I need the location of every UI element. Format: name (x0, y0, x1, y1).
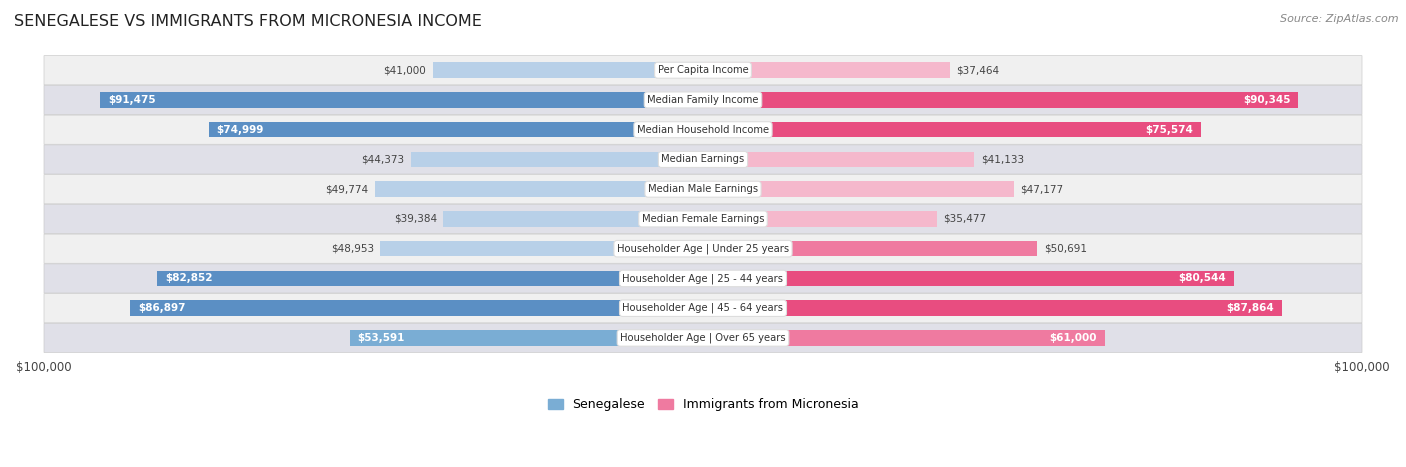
FancyBboxPatch shape (44, 294, 1362, 323)
FancyBboxPatch shape (44, 115, 1362, 144)
FancyBboxPatch shape (44, 323, 1362, 353)
Text: $50,691: $50,691 (1043, 244, 1087, 254)
Text: Median Earnings: Median Earnings (661, 155, 745, 164)
Text: Per Capita Income: Per Capita Income (658, 65, 748, 75)
Text: $87,864: $87,864 (1226, 303, 1274, 313)
Bar (703, 271, 1234, 286)
Text: $86,897: $86,897 (138, 303, 186, 313)
Text: Median Household Income: Median Household Income (637, 125, 769, 134)
Text: $53,591: $53,591 (357, 333, 405, 343)
FancyBboxPatch shape (44, 264, 1362, 293)
Text: $61,000: $61,000 (1049, 333, 1097, 343)
Text: $37,464: $37,464 (956, 65, 1000, 75)
Text: $75,574: $75,574 (1146, 125, 1194, 134)
Text: $35,477: $35,477 (943, 214, 987, 224)
Text: $41,133: $41,133 (980, 155, 1024, 164)
Bar (703, 122, 1201, 137)
FancyBboxPatch shape (44, 175, 1362, 204)
Bar (381, 241, 703, 256)
Bar (703, 211, 936, 226)
Bar (208, 122, 703, 137)
Text: Median Family Income: Median Family Income (647, 95, 759, 105)
Text: Source: ZipAtlas.com: Source: ZipAtlas.com (1281, 14, 1399, 24)
Text: $41,000: $41,000 (384, 65, 426, 75)
Text: $44,373: $44,373 (361, 155, 404, 164)
Text: $74,999: $74,999 (217, 125, 264, 134)
Text: SENEGALESE VS IMMIGRANTS FROM MICRONESIA INCOME: SENEGALESE VS IMMIGRANTS FROM MICRONESIA… (14, 14, 482, 29)
Text: $47,177: $47,177 (1021, 184, 1063, 194)
Bar (703, 63, 950, 78)
FancyBboxPatch shape (44, 205, 1362, 234)
Text: $80,544: $80,544 (1178, 274, 1226, 283)
Bar (703, 241, 1038, 256)
FancyBboxPatch shape (44, 145, 1362, 174)
Bar (703, 330, 1105, 346)
Text: $48,953: $48,953 (330, 244, 374, 254)
FancyBboxPatch shape (44, 234, 1362, 263)
Bar (411, 152, 703, 167)
Text: Householder Age | Under 25 years: Householder Age | Under 25 years (617, 243, 789, 254)
Text: Householder Age | 25 - 44 years: Householder Age | 25 - 44 years (623, 273, 783, 283)
Bar (375, 182, 703, 197)
Bar (157, 271, 703, 286)
Text: Householder Age | 45 - 64 years: Householder Age | 45 - 64 years (623, 303, 783, 313)
Bar (100, 92, 703, 108)
Legend: Senegalese, Immigrants from Micronesia: Senegalese, Immigrants from Micronesia (543, 393, 863, 416)
Text: $39,384: $39,384 (394, 214, 437, 224)
Bar (433, 63, 703, 78)
Text: $91,475: $91,475 (108, 95, 156, 105)
Bar (703, 152, 974, 167)
Text: Median Male Earnings: Median Male Earnings (648, 184, 758, 194)
FancyBboxPatch shape (44, 85, 1362, 114)
Bar (443, 211, 703, 226)
Text: $90,345: $90,345 (1243, 95, 1291, 105)
Text: Householder Age | Over 65 years: Householder Age | Over 65 years (620, 333, 786, 343)
Bar (350, 330, 703, 346)
Text: $49,774: $49,774 (325, 184, 368, 194)
Bar (131, 300, 703, 316)
FancyBboxPatch shape (44, 56, 1362, 85)
Bar (703, 300, 1282, 316)
Text: Median Female Earnings: Median Female Earnings (641, 214, 765, 224)
Bar (703, 182, 1014, 197)
Bar (703, 92, 1298, 108)
Text: $82,852: $82,852 (165, 274, 212, 283)
